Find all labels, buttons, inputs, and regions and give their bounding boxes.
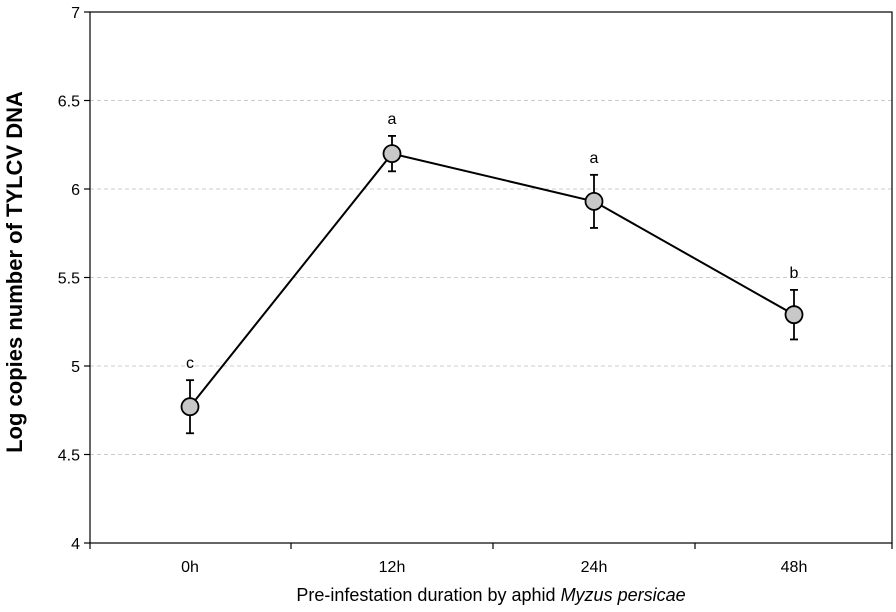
y-axis-label: Log copies number of TYLCV DNA	[2, 91, 27, 453]
x-axis-ticks: 0h 12h 24h 48h	[89, 543, 893, 576]
y-tick-label: 5.5	[58, 271, 80, 288]
x-tick-label: 24h	[581, 559, 608, 576]
series-line	[189, 152, 795, 408]
data-point	[784, 305, 804, 325]
x-axis-label-main: Pre-infestation duration by aphid	[296, 585, 555, 605]
data-point	[584, 191, 604, 211]
series: c a a b	[180, 111, 804, 435]
x-tick-label: 12h	[379, 559, 406, 576]
y-axis-ticks: 4 4.5 5 5.5 6 6.5 7	[58, 5, 90, 553]
y-tick-label: 6.5	[58, 94, 80, 111]
significance-label: a	[590, 150, 599, 167]
x-tick-label: 48h	[781, 559, 808, 576]
y-tick-label: 7	[71, 5, 80, 22]
y-tick-label: 6	[71, 182, 80, 199]
x-axis-label: Pre-infestation duration by aphid Myzus …	[296, 585, 685, 605]
y-tick-label: 4.5	[58, 448, 80, 465]
data-point	[180, 397, 200, 417]
x-tick-label: 0h	[181, 559, 199, 576]
x-axis-label-species: Myzus persicae	[561, 585, 686, 605]
y-tick-label: 4	[71, 536, 80, 553]
y-tick-label: 5	[71, 359, 80, 376]
significance-label: a	[388, 111, 397, 128]
significance-label: c	[186, 355, 194, 372]
gridlines	[90, 100, 892, 455]
data-point	[382, 144, 402, 164]
significance-label: b	[790, 265, 799, 282]
